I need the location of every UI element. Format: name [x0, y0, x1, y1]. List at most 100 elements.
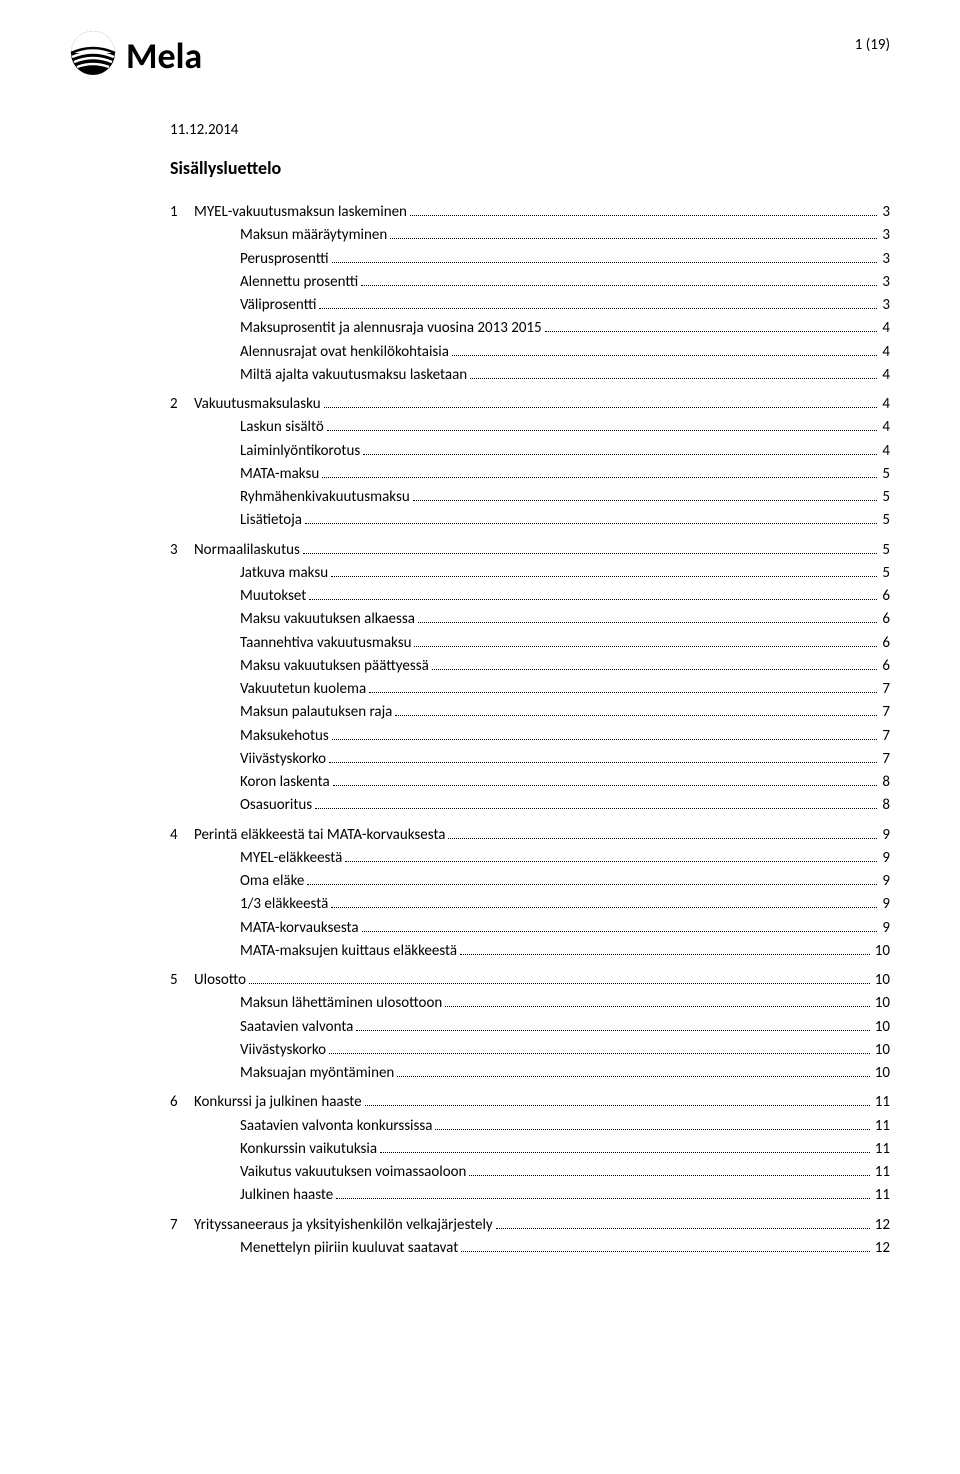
toc-leader-dots: [365, 1093, 870, 1106]
toc-label: Lisätietoja: [240, 509, 302, 532]
toc-entry[interactable]: Saatavien valvonta konkurssissa11: [240, 1115, 890, 1138]
toc-entry[interactable]: Maksuajan myöntäminen10: [240, 1062, 890, 1085]
toc-entry[interactable]: MATA-maksu5: [240, 463, 890, 486]
toc-page-number: 11: [873, 1184, 890, 1207]
toc-entry[interactable]: MYEL-eläkkeestä9: [240, 847, 890, 870]
toc-label: Maksun määräytyminen: [240, 224, 387, 247]
toc-entry[interactable]: Väliprosentti3: [240, 294, 890, 317]
toc-title: Sisällysluettelo: [170, 157, 890, 179]
toc-entry[interactable]: Perusprosentti3: [240, 248, 890, 271]
toc-entry[interactable]: 6Konkurssi ja julkinen haaste11: [170, 1091, 890, 1114]
toc-entry[interactable]: Maksu vakuutuksen päättyessä6: [240, 655, 890, 678]
toc-entry[interactable]: 5Ulosotto10: [170, 969, 890, 992]
toc-section-number: 3: [170, 539, 194, 562]
page-header-row: Mela 1 (19): [70, 30, 890, 81]
toc-entry[interactable]: Maksuprosentit ja alennusraja vuosina 20…: [240, 317, 890, 340]
toc-entry[interactable]: Maksu vakuutuksen alkaessa6: [240, 608, 890, 631]
toc-entry[interactable]: MATA-maksujen kuittaus eläkkeestä10: [240, 940, 890, 963]
toc-entry[interactable]: 3Normaalilaskutus5: [170, 539, 890, 562]
toc-page-number: 5: [880, 562, 890, 585]
table-of-contents: 1MYEL-vakuutusmaksun laskeminen3Maksun m…: [70, 201, 890, 1260]
toc-entry[interactable]: Jatkuva maksu 5: [240, 562, 890, 585]
toc-leader-dots: [448, 826, 877, 839]
toc-entry[interactable]: 7Yrityssaneeraus ja yksityishenkilön vel…: [170, 1214, 890, 1237]
toc-entry[interactable]: Julkinen haaste11: [240, 1184, 890, 1207]
toc-leader-dots: [414, 634, 877, 647]
toc-label: Laskun sisältö: [240, 416, 324, 439]
toc-leader-dots: [336, 1186, 870, 1199]
toc-label: MYEL-vakuutusmaksun laskeminen: [194, 201, 407, 224]
toc-label: Menettelyn piiriin kuuluvat saatavat: [240, 1237, 458, 1260]
toc-page-number: 9: [880, 847, 890, 870]
toc-entry[interactable]: Menettelyn piiriin kuuluvat saatavat12: [240, 1237, 890, 1260]
toc-label: Maksuprosentit ja alennusraja vuosina 20…: [240, 317, 542, 340]
toc-label: 1/3 eläkkeestä: [240, 893, 328, 916]
toc-leader-dots: [333, 773, 878, 786]
toc-leader-dots: [413, 488, 878, 501]
brand-name: Mela: [126, 34, 202, 78]
toc-section-number: 5: [170, 969, 194, 992]
toc-entry[interactable]: Taannehtiva vakuutusmaksu6: [240, 632, 890, 655]
toc-label: Vakuutetun kuolema: [240, 678, 366, 701]
toc-leader-dots: [418, 610, 877, 623]
toc-entry[interactable]: Saatavien valvonta 10: [240, 1016, 890, 1039]
toc-label: Muutokset: [240, 585, 306, 608]
toc-entry[interactable]: Laskun sisältö4: [240, 416, 890, 439]
toc-label: Konkurssi ja julkinen haaste: [194, 1091, 362, 1114]
toc-leader-dots: [460, 942, 870, 955]
toc-leader-dots: [390, 226, 877, 239]
toc-entry[interactable]: Oma eläke9: [240, 870, 890, 893]
toc-page-number: 4: [880, 341, 890, 364]
toc-entry[interactable]: Koron laskenta8: [240, 771, 890, 794]
toc-label: Maksun lähettäminen ulosottoon: [240, 992, 442, 1015]
toc-leader-dots: [324, 395, 878, 408]
toc-label: Jatkuva maksu: [240, 562, 328, 585]
toc-page-number: 4: [880, 440, 890, 463]
toc-label: Maksu vakuutuksen päättyessä: [240, 655, 429, 678]
toc-entry[interactable]: 1/3 eläkkeestä9: [240, 893, 890, 916]
toc-entry[interactable]: Vaikutus vakuutuksen voimassaoloon11: [240, 1161, 890, 1184]
toc-entry[interactable]: 4Perintä eläkkeestä tai MATA-korvauksest…: [170, 824, 890, 847]
toc-page-number: 10: [873, 1016, 890, 1039]
toc-entry[interactable]: Muutokset 6: [240, 585, 890, 608]
toc-entry[interactable]: Alennettu prosentti3: [240, 271, 890, 294]
toc-entry[interactable]: Maksun määräytyminen3: [240, 224, 890, 247]
toc-label: Osasuoritus: [240, 794, 312, 817]
toc-page-number: 3: [880, 248, 890, 271]
toc-entry[interactable]: Ryhmähenkivakuutusmaksu5: [240, 486, 890, 509]
toc-page-number: 5: [880, 539, 890, 562]
toc-page-number: 7: [880, 701, 890, 724]
brand-logo: Mela: [70, 30, 202, 81]
toc-leader-dots: [496, 1216, 870, 1229]
toc-leader-dots: [356, 1018, 869, 1031]
toc-page-number: 6: [880, 585, 890, 608]
toc-entry[interactable]: Maksun lähettäminen ulosottoon10: [240, 992, 890, 1015]
toc-entry[interactable]: Konkurssin vaikutuksia11: [240, 1138, 890, 1161]
toc-page-number: 7: [880, 748, 890, 771]
toc-entry[interactable]: Viivästyskorko10: [240, 1039, 890, 1062]
toc-entry[interactable]: Osasuoritus 8: [240, 794, 890, 817]
toc-entry[interactable]: Maksukehotus7: [240, 725, 890, 748]
toc-label: Saatavien valvonta: [240, 1016, 353, 1039]
toc-entry[interactable]: Miltä ajalta vakuutusmaksu lasketaan4: [240, 364, 890, 387]
toc-page-number: 12: [873, 1214, 890, 1237]
toc-label: Vaikutus vakuutuksen voimassaoloon: [240, 1161, 466, 1184]
toc-leader-dots: [331, 895, 877, 908]
toc-leader-dots: [303, 541, 878, 554]
toc-label: Maksun palautuksen raja: [240, 701, 392, 724]
toc-entry[interactable]: MATA-korvauksesta9: [240, 917, 890, 940]
toc-entry[interactable]: Maksun palautuksen raja 7: [240, 701, 890, 724]
toc-entry[interactable]: 1MYEL-vakuutusmaksun laskeminen3: [170, 201, 890, 224]
toc-entry[interactable]: Laiminlyöntikorotus4: [240, 440, 890, 463]
toc-page-number: 6: [880, 632, 890, 655]
toc-entry[interactable]: Lisätietoja5: [240, 509, 890, 532]
toc-page-number: 8: [880, 794, 890, 817]
toc-page-number: 10: [873, 940, 890, 963]
toc-leader-dots: [309, 587, 877, 600]
toc-entry[interactable]: Vakuutetun kuolema7: [240, 678, 890, 701]
toc-page-number: 10: [873, 969, 890, 992]
toc-entry[interactable]: 2Vakuutusmaksulasku4: [170, 393, 890, 416]
toc-entry[interactable]: Viivästyskorko7: [240, 748, 890, 771]
toc-leader-dots: [363, 442, 877, 455]
toc-entry[interactable]: Alennusrajat ovat henkilökohtaisia4: [240, 341, 890, 364]
